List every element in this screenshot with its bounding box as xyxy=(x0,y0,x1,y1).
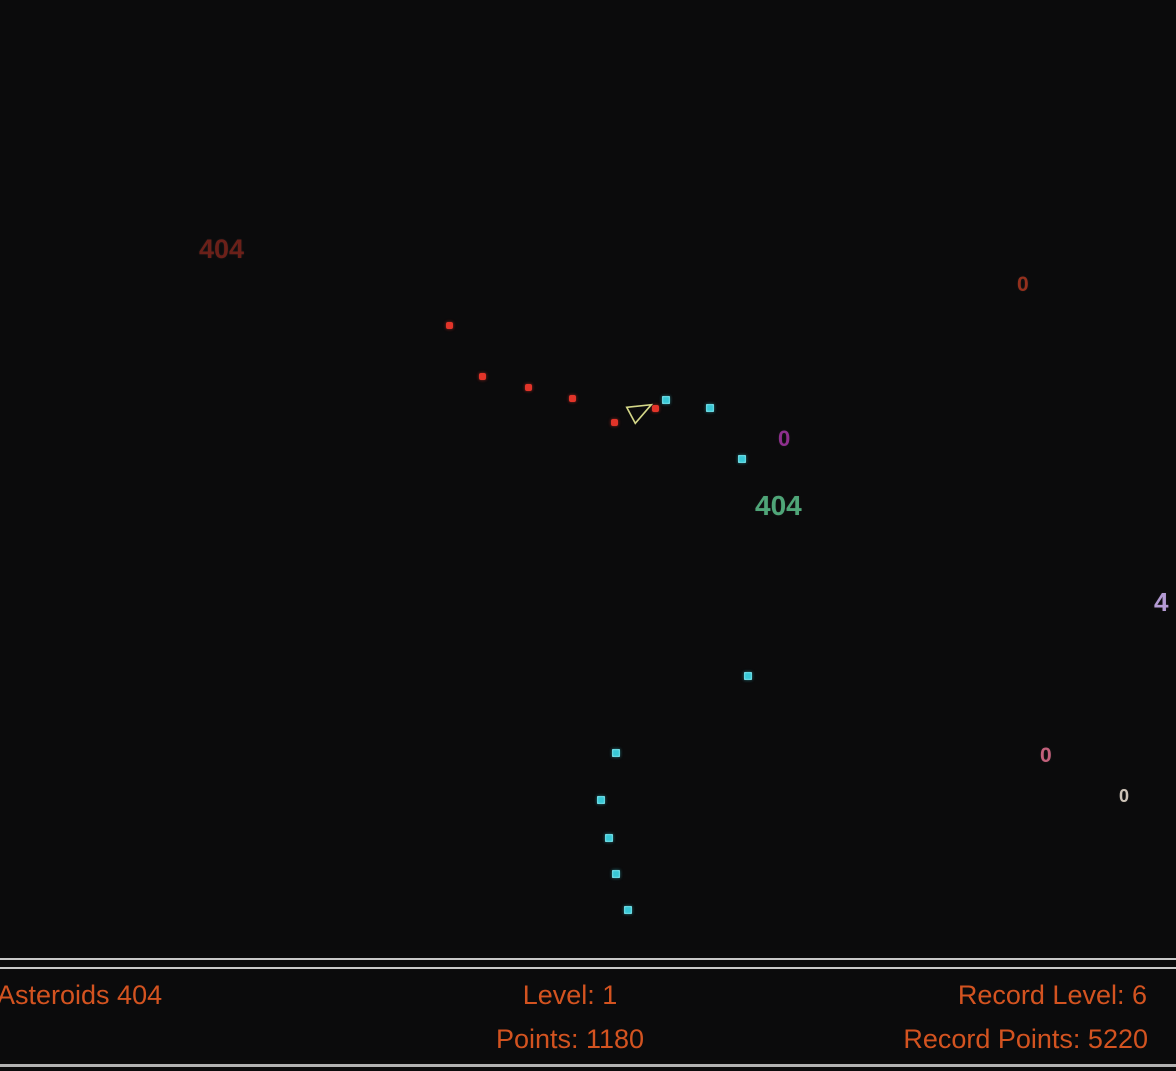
asteroid xyxy=(706,404,714,412)
asteroid xyxy=(662,396,670,404)
score-popup: 0 xyxy=(1119,786,1130,806)
asteroid xyxy=(612,870,620,878)
bullet-particle xyxy=(479,373,486,380)
score-popup: 404 xyxy=(755,490,802,521)
asteroid xyxy=(624,906,632,914)
bullet-particle xyxy=(446,322,453,329)
bullet-particle xyxy=(569,395,576,402)
bullet-particle xyxy=(611,419,618,426)
asteroid xyxy=(738,455,746,463)
bullet-particle xyxy=(652,405,659,412)
score-popup: 0 xyxy=(778,426,791,451)
score-popup: 404 xyxy=(199,234,245,264)
score-popup: 0 xyxy=(1040,744,1052,767)
bullet-particle xyxy=(525,384,532,391)
asteroid xyxy=(605,834,613,842)
asteroid xyxy=(744,672,752,680)
score-popup: 4 xyxy=(1154,587,1169,617)
player-ship-outline xyxy=(625,403,654,425)
score-popup: 0 xyxy=(1017,273,1029,296)
player-ship xyxy=(625,403,654,425)
asteroid xyxy=(612,749,620,757)
asteroid xyxy=(597,796,605,804)
